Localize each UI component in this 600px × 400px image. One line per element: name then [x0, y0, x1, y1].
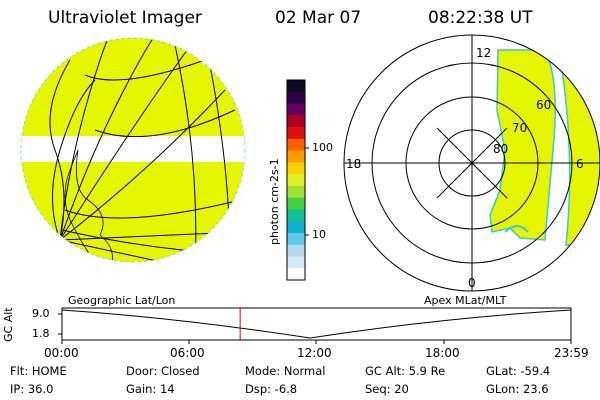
- colorbar-swatch: [287, 256, 305, 269]
- right-panel-label: Apex MLat/MLT: [424, 294, 507, 307]
- mlt-label-0: 0: [468, 276, 476, 290]
- mlat-label-60: 60: [536, 98, 552, 112]
- colorbar-swatch: [287, 80, 305, 93]
- date-label: 02 Mar 07: [275, 8, 362, 28]
- info-flight: Flt: HOME: [10, 364, 67, 378]
- timeline-ylabel: GC Alt: [2, 307, 15, 342]
- colorbar-swatch: [287, 150, 305, 163]
- mlt-label-18: 18: [346, 157, 362, 171]
- colorbar-swatch: [287, 185, 305, 199]
- colorbar-tick-10: 10: [312, 228, 326, 241]
- colorbar-swatch: [287, 174, 305, 187]
- polar-grid: [343, 34, 600, 292]
- coastline: [64, 149, 113, 262]
- colorbar-swatch: [287, 162, 305, 175]
- mlat-label-70: 70: [512, 121, 528, 135]
- info-glon: GLon: 23.6: [486, 382, 549, 396]
- altitude-curve: [61, 309, 572, 339]
- time-label: 08:22:38 UT: [428, 8, 533, 28]
- info-ip: IP: 36.0: [10, 382, 54, 396]
- timeline-ytick-9: 9.0: [32, 307, 50, 320]
- timeline-xtick-2359: 23:59: [554, 346, 589, 360]
- mlt-label-12: 12: [476, 46, 492, 60]
- info-dsp: Dsp: -6.8: [245, 382, 298, 396]
- colorbar-swatch: [287, 103, 305, 116]
- colorbar-swatch: [287, 209, 305, 222]
- timeline-xtick-1200: 12:00: [297, 346, 332, 360]
- colorbar-tick-100: 100: [312, 141, 333, 154]
- info-door: Door: Closed: [126, 364, 200, 378]
- colorbar-swatch: [287, 197, 305, 210]
- mlat-label-80: 80: [493, 142, 509, 156]
- timeline-xtick-1800: 18:00: [425, 346, 460, 360]
- colorbar-swatch: [287, 91, 305, 105]
- colorbar-swatch: [287, 127, 305, 140]
- colorbar-swatch: [287, 232, 305, 246]
- colorbar-swatches: [287, 80, 305, 281]
- timeline-xtick-0000: 00:00: [44, 346, 79, 360]
- info-seq: Seq: 20: [365, 382, 409, 396]
- info-mode: Mode: Normal: [245, 364, 326, 378]
- colorbar-swatch: [287, 244, 305, 257]
- info-gc-alt: GC Alt: 5.9 Re: [365, 364, 446, 378]
- app-title: Ultraviolet Imager: [48, 8, 202, 28]
- timeline-ytick-1.8: 1.8: [32, 327, 50, 340]
- colorbar-frame: [286, 79, 306, 281]
- timeline-xtick-0600: 06:00: [170, 346, 205, 360]
- colorbar-swatch: [287, 115, 305, 128]
- colorbar-swatch: [287, 268, 305, 281]
- mlt-label-6: 6: [576, 157, 584, 171]
- info-gain: Gain: 14: [126, 382, 175, 396]
- left-panel-label: Geographic Lat/Lon: [68, 294, 176, 307]
- timeline-frame: [61, 307, 572, 341]
- colorbar-swatch: [287, 138, 305, 152]
- colorbar-swatch: [287, 221, 305, 234]
- info-glat: GLat: -59.4: [486, 364, 551, 378]
